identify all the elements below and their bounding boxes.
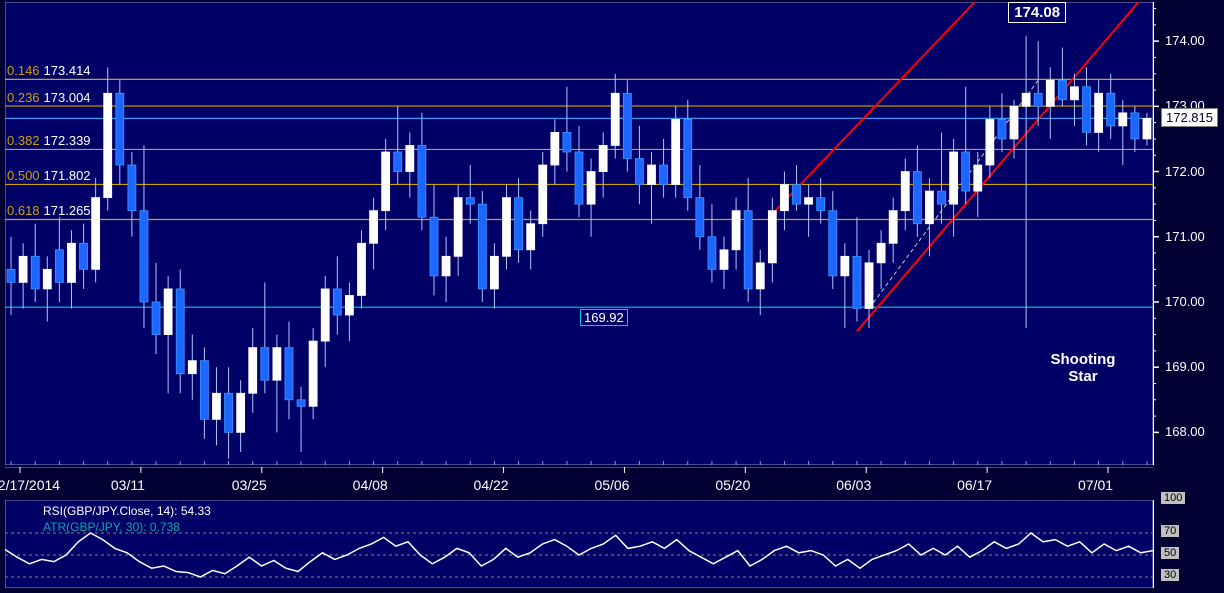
hline-label: 169.92 bbox=[580, 309, 628, 326]
x-tick-label: 07/01 bbox=[1078, 477, 1113, 493]
x-tick-label: 03/11 bbox=[111, 477, 145, 493]
forex-chart-root: { "layout": { "width": 1224, "height": 5… bbox=[0, 0, 1224, 593]
x-tick-label: 02/17/2014 bbox=[0, 477, 60, 493]
x-tick-label: 05/20 bbox=[715, 477, 750, 493]
indicator-level-label: 100 bbox=[1161, 492, 1185, 504]
x-tick-label: 04/22 bbox=[474, 477, 509, 493]
x-tick-label: 05/06 bbox=[594, 477, 629, 493]
current-price-box: 172.815 bbox=[1161, 108, 1218, 127]
y-tick-label: 172.00 bbox=[1165, 164, 1205, 179]
y-tick-label: 171.00 bbox=[1165, 229, 1205, 244]
x-tick-label: 06/03 bbox=[836, 477, 871, 493]
x-tick-label: 06/17 bbox=[957, 477, 992, 493]
fib-label: 0.500171.802 bbox=[7, 168, 91, 183]
indicator-level-label: 70 bbox=[1161, 525, 1179, 537]
fib-label: 0.146173.414 bbox=[7, 63, 91, 78]
x-tick-label: 03/25 bbox=[232, 477, 267, 493]
y-tick-label: 170.00 bbox=[1165, 294, 1205, 309]
y-tick-label: 168.00 bbox=[1165, 424, 1205, 439]
rsi-label: RSI(GBP/JPY.Close, 14): 54.33 bbox=[43, 504, 211, 518]
y-tick-label: 169.00 bbox=[1165, 359, 1205, 374]
x-tick-label: 04/08 bbox=[353, 477, 388, 493]
chart-annotation: 174.08 bbox=[1008, 2, 1066, 23]
chart-annotation: ShootingStar bbox=[1050, 351, 1115, 386]
indicator-level-label: 50 bbox=[1161, 547, 1179, 559]
indicator-level-label: 30 bbox=[1161, 569, 1179, 581]
fib-label: 0.236173.004 bbox=[7, 90, 91, 105]
main-chart-svg[interactable] bbox=[5, 2, 1153, 465]
fib-label: 0.618171.265 bbox=[7, 203, 91, 218]
fib-label: 0.382172.339 bbox=[7, 133, 91, 148]
y-tick-label: 174.00 bbox=[1165, 33, 1205, 48]
atr-label: ATR(GBP/JPY, 30): 0.738 bbox=[43, 520, 180, 534]
